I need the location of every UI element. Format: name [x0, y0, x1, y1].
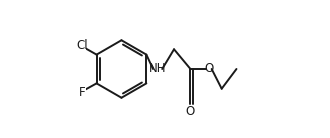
Text: Cl: Cl — [77, 39, 88, 52]
Text: NH: NH — [149, 63, 166, 75]
Text: F: F — [79, 86, 86, 99]
Text: O: O — [186, 105, 195, 118]
Text: O: O — [205, 63, 214, 75]
